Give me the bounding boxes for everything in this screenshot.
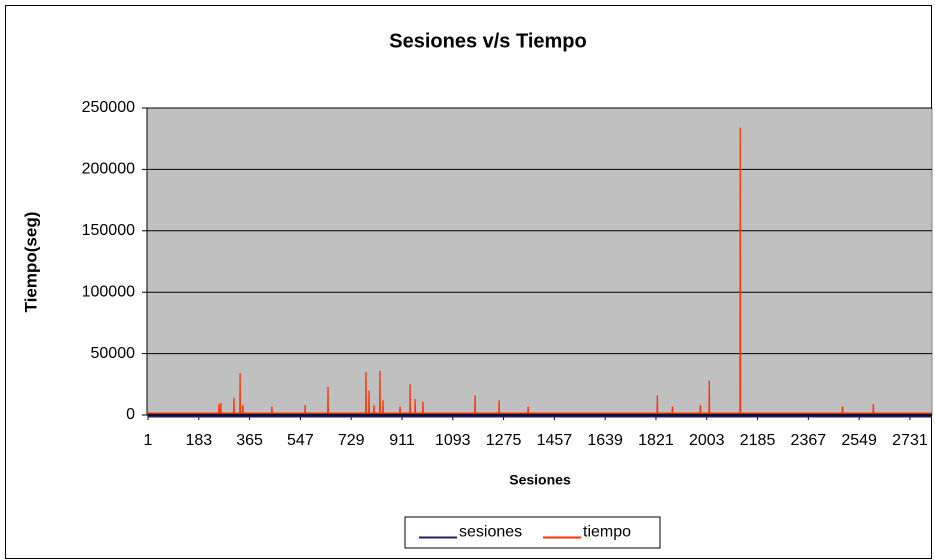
x-tick-label: 2731	[892, 432, 928, 449]
x-tick-label: 1457	[537, 432, 573, 449]
line-1	[148, 127, 932, 414]
legend-box	[404, 516, 661, 549]
x-tick-label: 1	[144, 432, 153, 449]
legend-label: sesiones	[459, 524, 522, 541]
legend-label: tiempo	[583, 524, 631, 541]
x-tick-label: 2367	[791, 432, 827, 449]
x-tick-label: 1821	[638, 432, 674, 449]
plot-area	[146, 107, 933, 416]
x-axis-label: Sesiones	[509, 472, 571, 488]
x-tick-label: 1275	[486, 432, 522, 449]
x-tick-label: 183	[185, 432, 212, 449]
x-tick-label: 2003	[689, 432, 725, 449]
x-tick-label: 547	[287, 432, 314, 449]
y-tick-label: 100000	[82, 283, 135, 300]
y-axis-label: Tiempo(seg)	[21, 212, 40, 313]
x-tick-label: 1639	[587, 432, 623, 449]
x-tick-label: 365	[236, 432, 263, 449]
x-tick-label: 2549	[841, 432, 877, 449]
x-tick-label: 729	[338, 432, 365, 449]
y-tick-label: 250000	[82, 99, 135, 116]
x-tick-label: 1093	[435, 432, 471, 449]
y-tick-label: 200000	[82, 161, 135, 178]
y-tick-label: 50000	[91, 345, 136, 362]
chart-title: Sesiones v/s Tiempo	[389, 30, 587, 52]
x-tick-label: 2185	[740, 432, 776, 449]
x-tick-label: 911	[389, 432, 415, 449]
y-tick-label: 0	[126, 406, 135, 423]
y-tick-label: 150000	[82, 222, 135, 239]
